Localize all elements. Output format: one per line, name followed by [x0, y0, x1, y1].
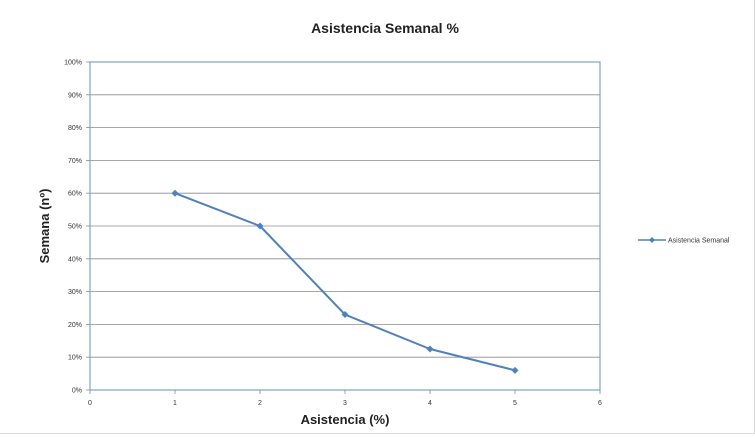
y-tick-label: 90% [68, 92, 82, 99]
x-tick-label: 6 [598, 400, 602, 407]
data-point [426, 345, 434, 353]
data-point [341, 311, 349, 319]
chart-title: Asistencia Semanal % [311, 20, 459, 36]
legend-label: Asistencia Semanal [668, 238, 730, 245]
x-tick-label: 4 [428, 400, 432, 407]
series-layer [171, 189, 519, 374]
y-tick-label: 80% [68, 125, 82, 132]
y-axis-ticks: 0% 10% 20% 30% 40% 50% 60% 70% 80% 90% 100% [64, 60, 90, 395]
y-tick-label: 50% [68, 224, 82, 231]
x-tick-label: 2 [258, 400, 262, 407]
data-point [511, 366, 519, 374]
y-tick-label: 60% [68, 191, 82, 198]
y-tick-label: 0% [72, 388, 82, 395]
y-tick-label: 20% [68, 322, 82, 329]
x-tick-label: 1 [173, 400, 177, 407]
data-point [171, 189, 179, 197]
x-tick-label: 3 [343, 400, 347, 407]
x-tick-label: 0 [88, 400, 92, 407]
x-tick-label: 5 [513, 400, 517, 407]
y-tick-label: 30% [68, 289, 82, 296]
x-axis-title: Asistencia (%) [301, 412, 390, 427]
y-axis-title: Semana (nº) [37, 189, 52, 264]
legend: Asistencia Semanal [638, 237, 730, 245]
series-line [174, 192, 516, 372]
y-tick-label: 70% [68, 158, 82, 165]
legend-marker [649, 237, 655, 243]
y-tick-label: 100% [64, 60, 82, 67]
y-tick-label: 40% [68, 256, 82, 263]
x-axis-ticks: 0 1 2 3 4 5 6 [88, 390, 602, 407]
data-point [256, 222, 264, 230]
y-tick-label: 10% [68, 355, 82, 362]
